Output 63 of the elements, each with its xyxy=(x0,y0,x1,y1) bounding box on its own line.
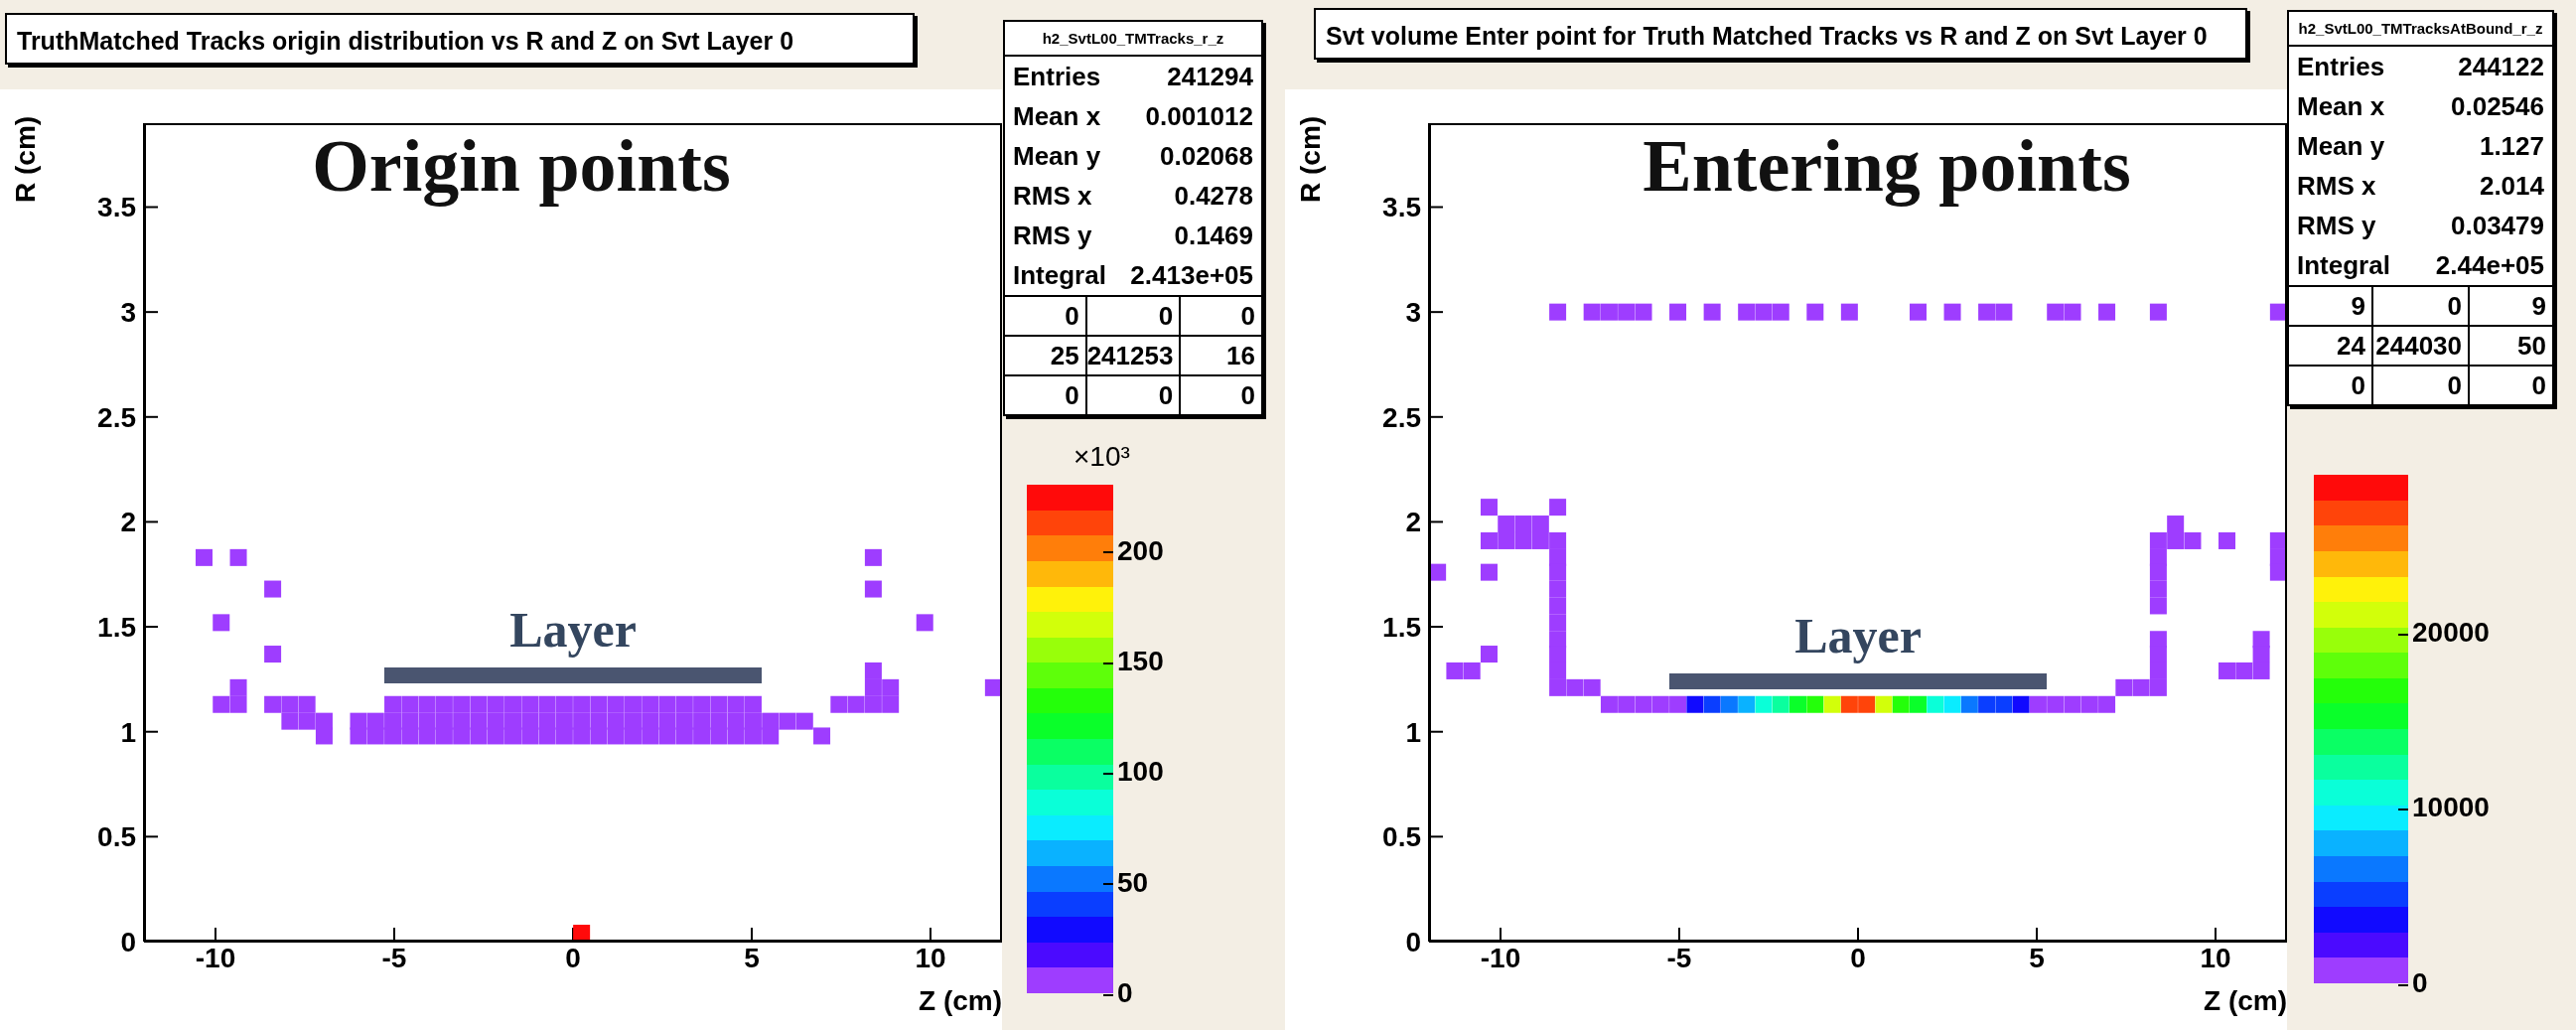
y-tick-label: 2.5 xyxy=(1382,401,1421,433)
x-tick-label: -5 xyxy=(381,942,407,973)
text: Integral 2.413e+05 xyxy=(1013,259,1253,292)
color-bar-label: 100 xyxy=(1117,755,1164,790)
x-tick-label: 0 xyxy=(1850,942,1866,973)
color-bar-label: 150 xyxy=(1117,645,1164,679)
color-bar-label: 10000 xyxy=(2412,791,2490,825)
y-axis-title: R (cm) xyxy=(1295,115,1327,203)
text: 24 244030 50 xyxy=(2337,331,2546,361)
annotation: Origin points xyxy=(311,124,732,209)
text: 0 0 0 xyxy=(2351,370,2546,400)
annotation: Entering points xyxy=(1642,124,2132,209)
color-bar-label: 0 xyxy=(2412,966,2428,1000)
y-tick-label: 0.5 xyxy=(1382,821,1421,853)
y-tick-label: 1 xyxy=(1405,716,1421,748)
y-tick-label: 2 xyxy=(120,507,136,538)
text: RMS x 0.4278 xyxy=(1013,181,1253,211)
color-bar-label: 20000 xyxy=(2412,615,2490,650)
y-tick-label: 2 xyxy=(1405,507,1421,538)
x-tick-label: 5 xyxy=(744,942,760,973)
text: Entries 241294 xyxy=(1013,62,1253,91)
y-axis-title: R (cm) xyxy=(10,115,42,203)
text: RMS y 0.1469 xyxy=(1013,221,1253,250)
text: RMS y 0.03479 xyxy=(2297,211,2544,240)
y-tick-label: 1.5 xyxy=(97,612,136,644)
annotation: Layer xyxy=(508,601,638,658)
x-tick-label: 0 xyxy=(565,942,581,973)
y-tick-label: 3.5 xyxy=(97,192,136,223)
y-tick-label: 2.5 xyxy=(97,401,136,433)
x-tick-label: 10 xyxy=(915,942,946,973)
y-tick-label: 3.5 xyxy=(1382,192,1421,223)
chart-title: Svt volume Enter point for Truth Matched Tracks vs R and Z on Svt Layer 0 xyxy=(1314,8,2247,60)
x-tick-label: 10 xyxy=(2200,942,2231,973)
text: 0 0 0 xyxy=(1065,301,1255,331)
color-bar-label: 200 xyxy=(1117,533,1164,568)
text: 25 241253 16 xyxy=(1050,341,1256,370)
x-axis-title: Z (cm) xyxy=(918,985,1002,1017)
text: h2_SvtL00_TMTracks_r_z xyxy=(1005,22,1261,57)
text: h2_SvtL00_TMTracksAtBound_r_z xyxy=(2289,12,2552,47)
y-tick-label: 0.5 xyxy=(97,821,136,853)
chart-title: TruthMatched Tracks origin distribution vs R and Z on Svt Layer 0 xyxy=(5,13,915,65)
text: Entries 244122 xyxy=(2297,52,2544,81)
x-tick-label: -10 xyxy=(1480,942,1521,973)
y-tick-label: 1 xyxy=(120,716,136,748)
color-bar-label: 0 xyxy=(1117,976,1133,1010)
annotation: Layer xyxy=(1793,607,1923,663)
y-tick-label: 3 xyxy=(120,297,136,329)
color-bar-title: ×10³ xyxy=(1073,441,1130,473)
x-tick-label: -5 xyxy=(1666,942,1692,973)
x-tick-label: -10 xyxy=(195,942,236,973)
x-axis-title: Z (cm) xyxy=(2203,985,2287,1017)
color-bar-label: 50 xyxy=(1117,865,1149,900)
text: Mean y 1.127 xyxy=(2297,131,2544,161)
y-tick-label: 3 xyxy=(1405,297,1421,329)
x-tick-label: 5 xyxy=(2029,942,2045,973)
text: Mean x 0.02546 xyxy=(2297,91,2544,121)
text: Integral 2.44e+05 xyxy=(2297,250,2544,280)
text: 9 0 9 xyxy=(2351,291,2546,321)
y-tick-label: 1.5 xyxy=(1382,612,1421,644)
text: 0 0 0 xyxy=(1065,380,1255,410)
text: Mean y 0.02068 xyxy=(1013,141,1253,171)
text: Mean x 0.001012 xyxy=(1013,101,1253,131)
text: RMS x 2.014 xyxy=(2297,171,2544,201)
